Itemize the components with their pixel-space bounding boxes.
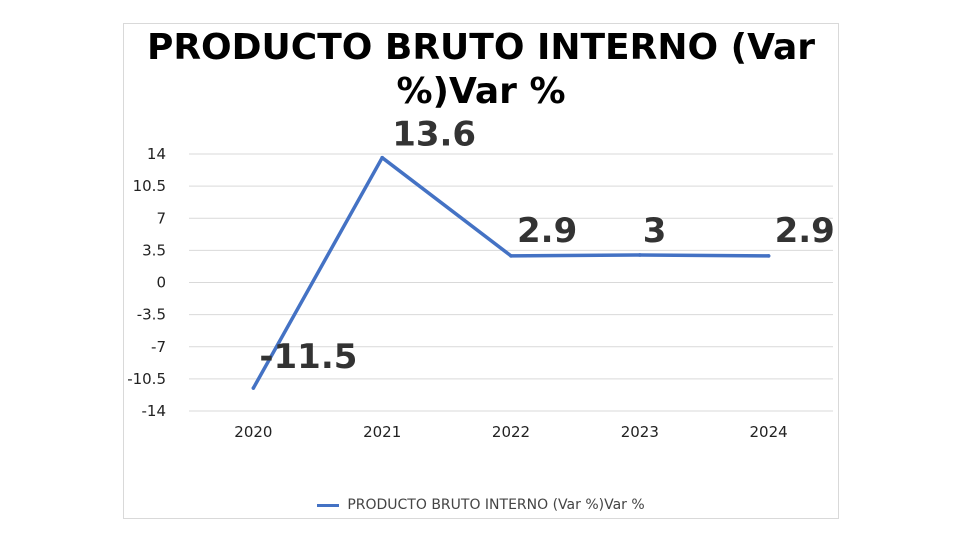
data-point <box>509 254 513 258</box>
data-point <box>251 386 256 390</box>
y-tick-label: -7 <box>151 338 166 356</box>
y-tick-label: 14 <box>147 145 166 163</box>
y-tick-label: -10.5 <box>127 370 166 388</box>
x-tick-label: 2022 <box>492 423 530 441</box>
data-label: 3 <box>643 211 667 251</box>
x-tick-label: 2023 <box>621 423 659 441</box>
y-tick-label: 7 <box>156 209 166 227</box>
legend-swatch <box>317 503 340 507</box>
data-point <box>766 254 771 258</box>
data-label: -11.5 <box>259 337 357 377</box>
legend-label: PRODUCTO BRUTO INTERNO (Var %)Var % <box>347 497 645 513</box>
y-tick-label: -14 <box>142 402 167 420</box>
data-point <box>638 253 642 257</box>
data-label: 2.9 <box>775 211 835 251</box>
y-tick-label: 0 <box>156 274 166 292</box>
legend: PRODUCTO BRUTO INTERNO (Var %)Var % <box>123 497 839 513</box>
data-label: 2.9 <box>517 211 577 251</box>
chart-title: PRODUCTO BRUTO INTERNO (Var %)Var % <box>123 26 839 114</box>
y-tick-label: 10.5 <box>133 177 166 195</box>
data-label: 13.6 <box>392 115 476 155</box>
chart-frame <box>123 23 839 519</box>
y-tick-label: -3.5 <box>137 306 166 324</box>
chart-title-line-2: %)Var % <box>396 71 566 112</box>
y-tick-label: 3.5 <box>142 241 166 259</box>
data-point <box>380 155 385 160</box>
chart-title-line-1: PRODUCTO BRUTO INTERNO (Var <box>146 27 816 68</box>
x-tick-label: 2020 <box>234 423 272 441</box>
x-tick-label: 2021 <box>363 423 401 441</box>
x-tick-label: 2024 <box>750 423 788 441</box>
